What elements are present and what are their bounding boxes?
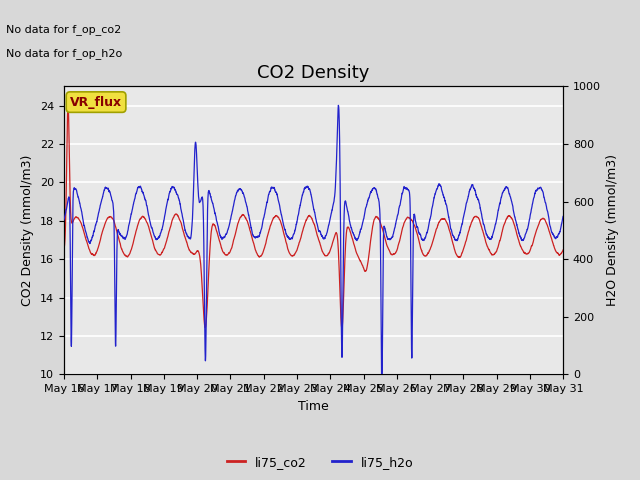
Y-axis label: H2O Density (mmol/m3): H2O Density (mmol/m3) xyxy=(607,155,620,306)
Title: CO2 Density: CO2 Density xyxy=(257,64,370,82)
Text: No data for f_op_h2o: No data for f_op_h2o xyxy=(6,48,123,59)
Y-axis label: CO2 Density (mmol/m3): CO2 Density (mmol/m3) xyxy=(22,155,35,306)
Legend: li75_co2, li75_h2o: li75_co2, li75_h2o xyxy=(221,451,419,474)
Text: VR_flux: VR_flux xyxy=(70,96,122,108)
Text: No data for f_op_co2: No data for f_op_co2 xyxy=(6,24,122,35)
X-axis label: Time: Time xyxy=(298,400,329,413)
